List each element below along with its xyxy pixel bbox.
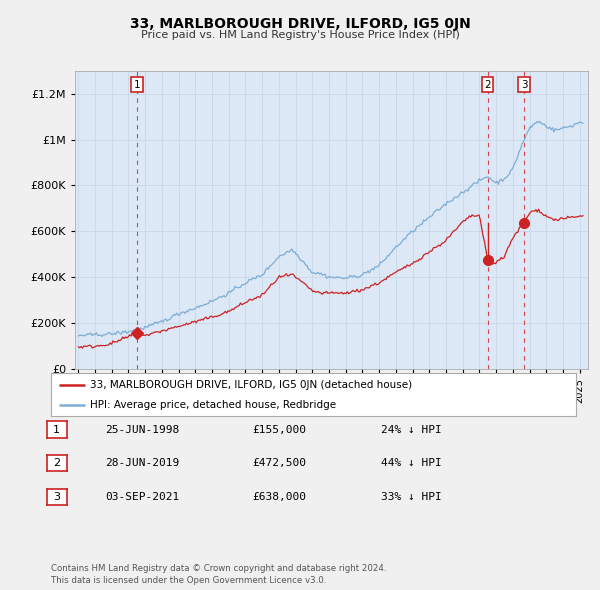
Text: 33, MARLBOROUGH DRIVE, ILFORD, IG5 0JN: 33, MARLBOROUGH DRIVE, ILFORD, IG5 0JN <box>130 17 470 31</box>
Text: 33% ↓ HPI: 33% ↓ HPI <box>381 492 442 502</box>
Text: 24% ↓ HPI: 24% ↓ HPI <box>381 425 442 434</box>
Text: 3: 3 <box>521 80 527 90</box>
Text: £472,500: £472,500 <box>252 458 306 468</box>
Text: 2: 2 <box>484 80 491 90</box>
Text: Price paid vs. HM Land Registry's House Price Index (HPI): Price paid vs. HM Land Registry's House … <box>140 30 460 40</box>
Text: HPI: Average price, detached house, Redbridge: HPI: Average price, detached house, Redb… <box>91 401 337 410</box>
Text: 1: 1 <box>133 80 140 90</box>
Text: 33, MARLBOROUGH DRIVE, ILFORD, IG5 0JN (detached house): 33, MARLBOROUGH DRIVE, ILFORD, IG5 0JN (… <box>91 381 413 391</box>
Text: Contains HM Land Registry data © Crown copyright and database right 2024.
This d: Contains HM Land Registry data © Crown c… <box>51 564 386 585</box>
Text: 3: 3 <box>53 492 60 502</box>
Text: 03-SEP-2021: 03-SEP-2021 <box>105 492 179 502</box>
Text: 2: 2 <box>53 458 60 468</box>
Text: 25-JUN-1998: 25-JUN-1998 <box>105 425 179 434</box>
Text: £155,000: £155,000 <box>252 425 306 434</box>
Text: 1: 1 <box>53 425 60 434</box>
Text: 28-JUN-2019: 28-JUN-2019 <box>105 458 179 468</box>
Text: £638,000: £638,000 <box>252 492 306 502</box>
Text: 44% ↓ HPI: 44% ↓ HPI <box>381 458 442 468</box>
